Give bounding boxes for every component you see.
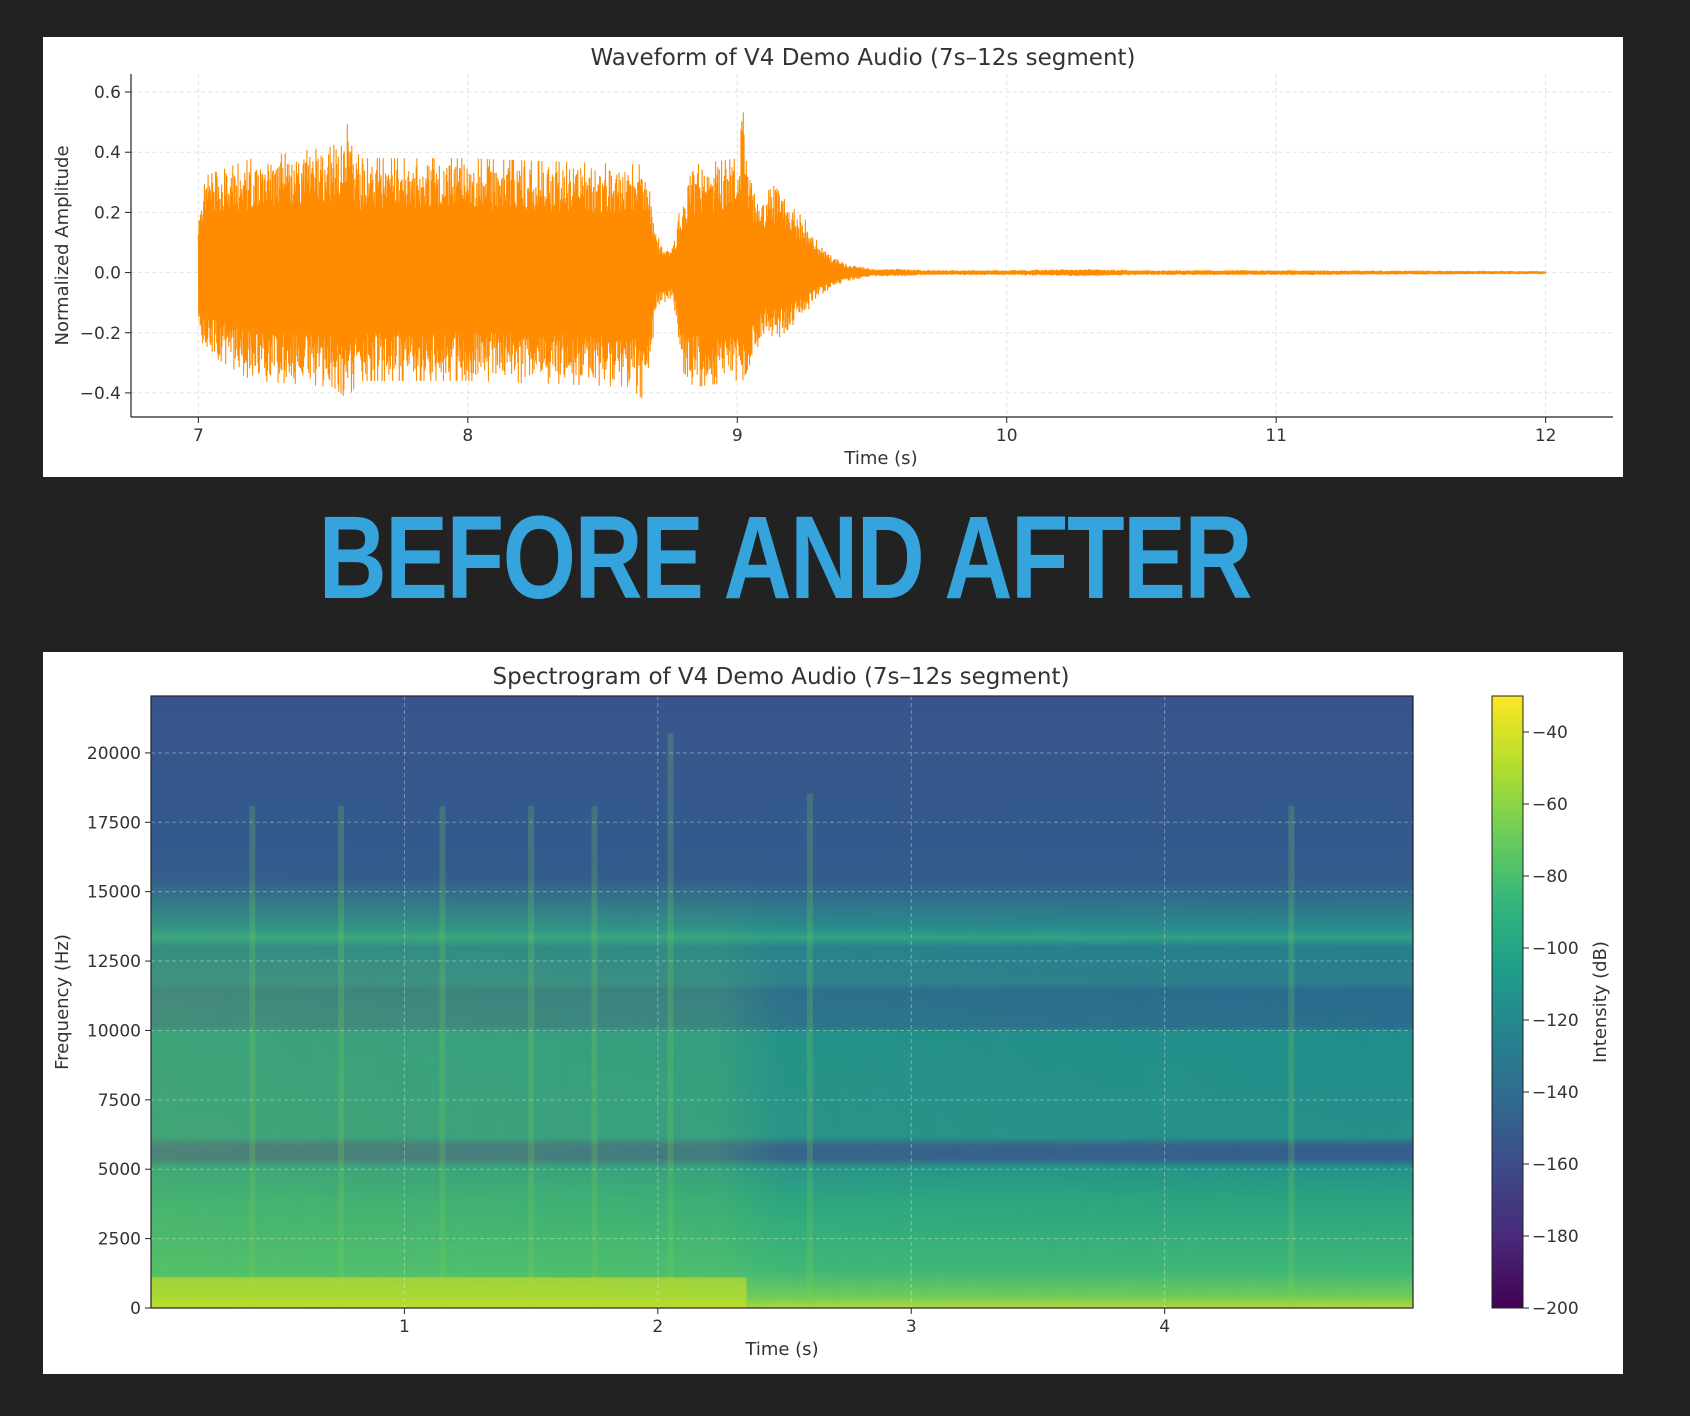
- spectrogram-transient-streak: [439, 806, 446, 1308]
- spectrogram-y-tick-label: 20000: [87, 744, 141, 764]
- colorbar-tick-label: −120: [1532, 1011, 1579, 1031]
- waveform-x-tick-label: 12: [1535, 426, 1557, 446]
- waveform-x-tick-label: 10: [996, 426, 1018, 446]
- waveform-y-axis-label: Normalized Amplitude: [52, 145, 73, 345]
- waveform-chart-panel: 7 8 9 10 11 12 0.6 0.4 0.2 0.0 −0.2 −0.4 Waveform of…: [43, 37, 1623, 477]
- waveform-series-line: [197, 112, 1547, 399]
- spectrogram-frame: [150, 695, 1414, 1309]
- waveform-y-tick-label: 0.2: [94, 203, 121, 223]
- spectrogram-low-frequency-band: [151, 1277, 747, 1308]
- colorbar-tick-label: −80: [1532, 867, 1568, 887]
- spectrogram-y-tick-label: 7500: [98, 1091, 141, 1111]
- spectrogram-y-tick-label: 10000: [87, 1021, 141, 1041]
- waveform-y-tick-label: −0.2: [80, 324, 121, 344]
- waveform-title: Waveform of V4 Demo Audio (7s–12s segmen…: [590, 45, 1135, 71]
- spectrogram-chart: 1 2 3 4 0 2500 5000 7500 10000 12500 15000 17500 200…: [52, 664, 1611, 1360]
- colorbar-tick-label: −200: [1532, 1299, 1579, 1319]
- colorbar-tick-label: −160: [1532, 1155, 1579, 1175]
- waveform-x-tick-label: 11: [1265, 426, 1287, 446]
- waveform-x-axis-label: Time (s): [843, 448, 917, 469]
- spectrogram-transient-streak: [1288, 806, 1295, 1308]
- colorbar: [1491, 695, 1524, 1309]
- spectrogram-x-tick-label: 4: [1159, 1317, 1170, 1337]
- colorbar-tick-label: −180: [1532, 1227, 1579, 1247]
- spectrogram-transient-streak: [249, 806, 256, 1308]
- spectrogram-transient-streak: [806, 793, 813, 1308]
- spectrogram-y-tick-label: 15000: [87, 883, 141, 903]
- waveform-chart: 7 8 9 10 11 12 0.6 0.4 0.2 0.0 −0.2 −0.4 Waveform of…: [52, 45, 1613, 469]
- waveform-x-tick-label: 9: [732, 426, 743, 446]
- spectrogram-y-tick-label: 17500: [87, 813, 141, 833]
- colorbar-tick-label: −60: [1532, 795, 1568, 815]
- spectrogram-y-axis-label: Frequency (Hz): [52, 934, 73, 1070]
- spectrogram-chart-panel: 1 2 3 4 0 2500 5000 7500 10000 12500 15000 17500 200…: [43, 652, 1623, 1374]
- colorbar-tick-label: −140: [1532, 1083, 1579, 1103]
- spectrogram-y-tick-label: 12500: [87, 952, 141, 972]
- waveform-y-tick-label: 0.0: [94, 264, 121, 284]
- spectrogram-x-tick-label: 2: [652, 1317, 663, 1337]
- waveform-y-tick-label: 0.6: [94, 83, 121, 103]
- spectrogram-x-axis-label: Time (s): [744, 1339, 818, 1360]
- waveform-y-tick-label: −0.4: [80, 384, 121, 404]
- before-and-after-banner: BEFORE AND AFTER: [318, 492, 1253, 624]
- spectrogram-transient-streak: [528, 806, 535, 1308]
- spectrogram-title: Spectrogram of V4 Demo Audio (7s–12s seg…: [493, 664, 1070, 690]
- spectrogram-x-tick-label: 1: [399, 1317, 410, 1337]
- spectrogram-x-tick-label: 3: [906, 1317, 917, 1337]
- spectrogram-transient-streak: [591, 806, 598, 1308]
- spectrogram-y-tick-label: 0: [130, 1299, 141, 1319]
- waveform-y-tick-label: 0.4: [94, 143, 121, 163]
- colorbar-tick-label: −100: [1532, 939, 1579, 959]
- colorbar-tick-label: −40: [1532, 723, 1568, 743]
- waveform-x-tick-label: 8: [462, 426, 473, 446]
- spectrogram-transient-streak: [338, 806, 345, 1308]
- waveform-x-tick-label: 7: [193, 426, 204, 446]
- spectrogram-y-tick-label: 2500: [98, 1230, 141, 1250]
- spectrogram-transient-streak: [667, 732, 674, 1308]
- spectrogram-image: [151, 696, 1413, 1308]
- spectrogram-loud-region: [151, 696, 1413, 1308]
- spectrogram-y-tick-label: 5000: [98, 1160, 141, 1180]
- colorbar-label: Intensity (dB): [1590, 941, 1611, 1063]
